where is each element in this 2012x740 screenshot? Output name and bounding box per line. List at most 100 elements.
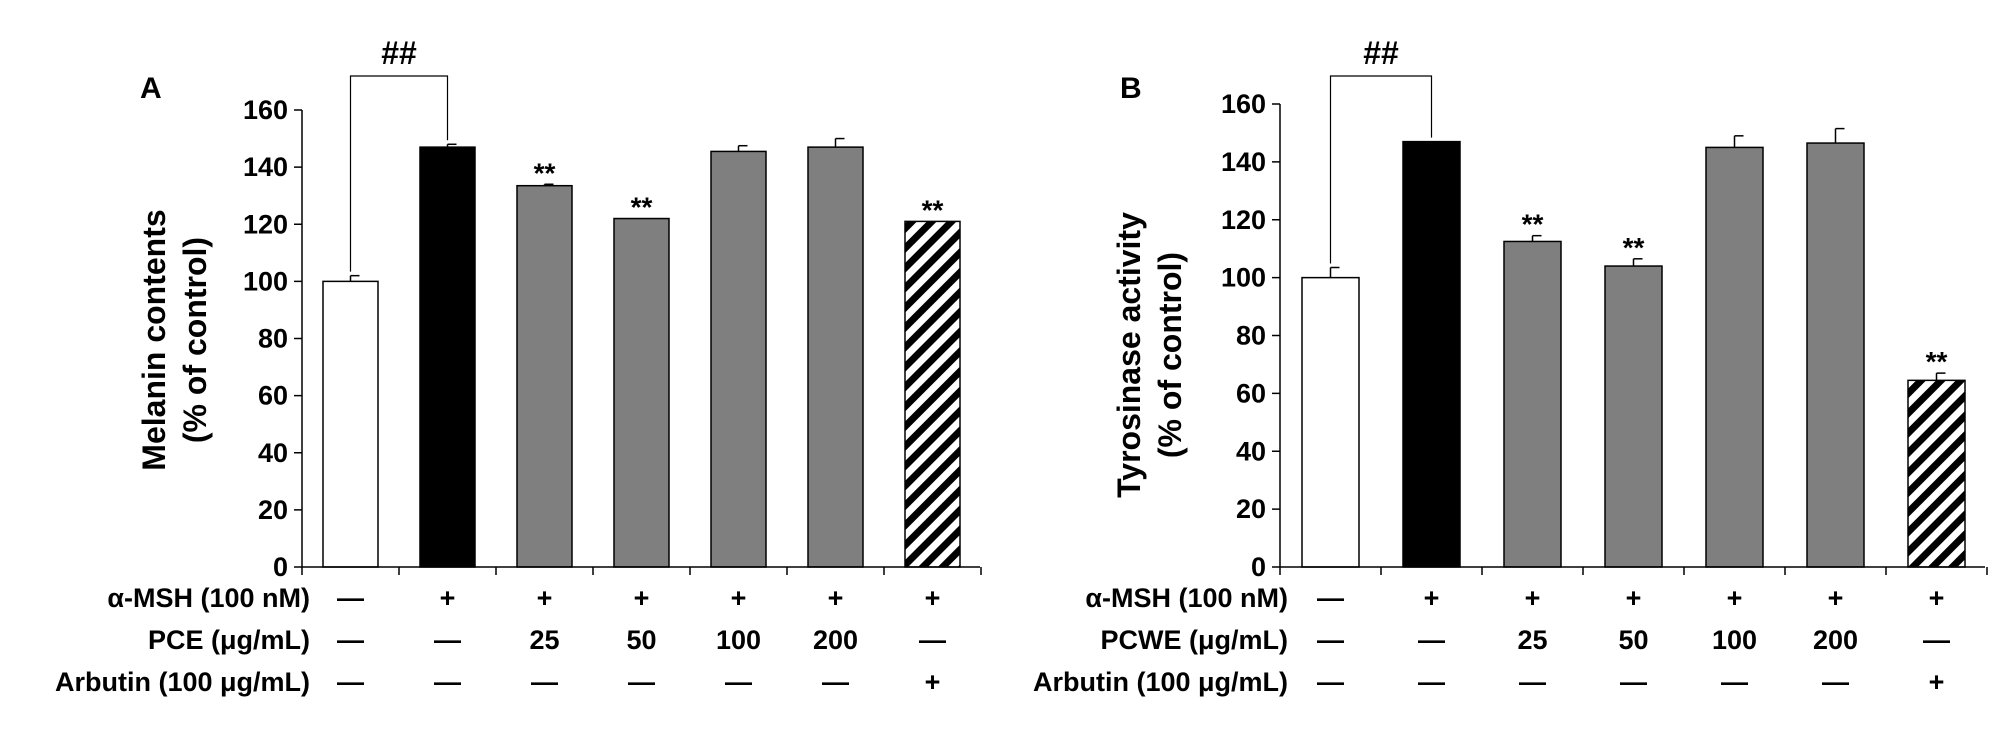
condition-cell: — [1418, 625, 1445, 655]
y-axis-label-line1: Tyrosinase activity [1111, 212, 1147, 498]
comparison-bracket: ## [349, 35, 449, 272]
y-tick-label: 100 [243, 266, 288, 296]
condition-table: α-MSH (100 nM) — + + + + + + PCE (μg/mL) — — 25 50 10… [55, 583, 946, 697]
condition-row-label: PCE (μg/mL) [148, 625, 310, 655]
bar [1705, 146, 1764, 568]
condition-cell: + [1727, 583, 1743, 613]
condition-cell: 50 [1618, 625, 1648, 655]
y-tick-label: 120 [1221, 205, 1266, 235]
bars [1301, 127, 1966, 568]
bar [1503, 240, 1562, 568]
condition-cell: — [434, 667, 461, 697]
significance-label: ** [922, 194, 944, 225]
bar [1604, 265, 1663, 568]
condition-cell: 50 [626, 625, 656, 655]
condition-cell: — [822, 667, 849, 697]
y-tick-label: 160 [243, 95, 288, 125]
comparison-bracket: ## [1329, 35, 1433, 264]
condition-cell: — [1317, 667, 1344, 697]
condition-cell: — [1519, 667, 1546, 697]
y-tick-label: 140 [243, 152, 288, 182]
condition-cell: — [919, 625, 946, 655]
significance-label: ** [1522, 209, 1544, 240]
condition-cell: — [531, 667, 558, 697]
bar [419, 146, 476, 568]
condition-cell: + [1626, 583, 1642, 613]
bars [322, 137, 961, 568]
bar [613, 217, 670, 568]
condition-cell: + [1929, 583, 1945, 613]
condition-cell: — [1620, 667, 1647, 697]
condition-cell: 200 [1813, 625, 1858, 655]
y-tick-label: 80 [1236, 321, 1266, 351]
y-tick-label: 0 [273, 552, 288, 582]
condition-cell: — [434, 625, 461, 655]
condition-cell: 25 [529, 625, 559, 655]
condition-table: α-MSH (100 nM) — + + + + + + PCWE (μg/mL) — — 25 50 1… [1033, 583, 1950, 697]
condition-row-label: Arbutin (100 μg/mL) [55, 667, 310, 697]
bar [807, 146, 864, 568]
panel-b: B Tyrosinase activity (% of control) 0 20… [1033, 35, 1988, 697]
axes [1279, 104, 1988, 575]
condition-row-label: Arbutin (100 μg/mL) [1033, 667, 1288, 697]
bracket-line [349, 75, 449, 272]
y-tick-label: 40 [1236, 436, 1266, 466]
y-tick-label: 40 [258, 438, 288, 468]
condition-cell: + [634, 583, 650, 613]
y-tick-label: 120 [243, 209, 288, 239]
significance-marks: ** ** ** [534, 157, 944, 225]
condition-cell: + [440, 583, 456, 613]
condition-cell: — [337, 583, 364, 613]
condition-cell: + [1525, 583, 1541, 613]
condition-cell: + [537, 583, 553, 613]
condition-cell: 100 [1712, 625, 1757, 655]
condition-cell: — [725, 667, 752, 697]
bar [516, 184, 573, 568]
y-tick-label: 80 [258, 324, 288, 354]
condition-cell: — [337, 625, 364, 655]
bar [710, 150, 767, 568]
condition-row-label: PCWE (μg/mL) [1101, 625, 1289, 655]
significance-marks: ** ** ** [1522, 209, 1948, 377]
condition-cell: + [1424, 583, 1440, 613]
significance-label: ** [534, 157, 556, 188]
y-tick-label: 100 [1221, 263, 1266, 293]
y-tick-label: 20 [1236, 494, 1266, 524]
condition-cell: — [337, 667, 364, 697]
y-tick-label: 160 [1221, 89, 1266, 119]
condition-cell: — [1317, 625, 1344, 655]
panel-label: B [1120, 72, 1142, 105]
condition-cell: — [1822, 667, 1849, 697]
y-tick-label: 60 [258, 381, 288, 411]
bar [1806, 142, 1865, 568]
significance-label: ** [1623, 232, 1645, 263]
condition-cell: — [1721, 667, 1748, 697]
condition-row-label: α-MSH (100 nM) [107, 583, 310, 613]
condition-cell: — [1317, 583, 1344, 613]
condition-cell: 200 [813, 625, 858, 655]
y-tick-label: 0 [1251, 552, 1266, 582]
bar [1402, 140, 1461, 568]
bracket-line [1329, 75, 1433, 264]
condition-cell: + [1929, 667, 1945, 697]
condition-cell: 100 [716, 625, 761, 655]
condition-cell: 25 [1517, 625, 1547, 655]
bracket-label: ## [1363, 35, 1399, 71]
panel-label: A [140, 72, 162, 105]
y-axis-label-line2: (% of control) [1152, 252, 1188, 458]
significance-label: ** [631, 192, 653, 223]
condition-row-label: α-MSH (100 nM) [1085, 583, 1288, 613]
condition-cell: — [1418, 667, 1445, 697]
y-ticks: 0 20 40 60 80 100 120 140 160 [243, 95, 302, 582]
y-tick-label: 20 [258, 495, 288, 525]
bar [1301, 276, 1360, 568]
y-tick-label: 140 [1221, 147, 1266, 177]
bracket-label: ## [381, 35, 417, 71]
panel-a: A Melanin contents (% of control) 0 20 40 6… [55, 35, 982, 697]
bar [1907, 379, 1966, 568]
y-tick-label: 60 [1236, 378, 1266, 408]
y-axis-label-line1: Melanin contents [136, 209, 172, 470]
condition-cell: + [1828, 583, 1844, 613]
condition-cell: + [925, 667, 941, 697]
